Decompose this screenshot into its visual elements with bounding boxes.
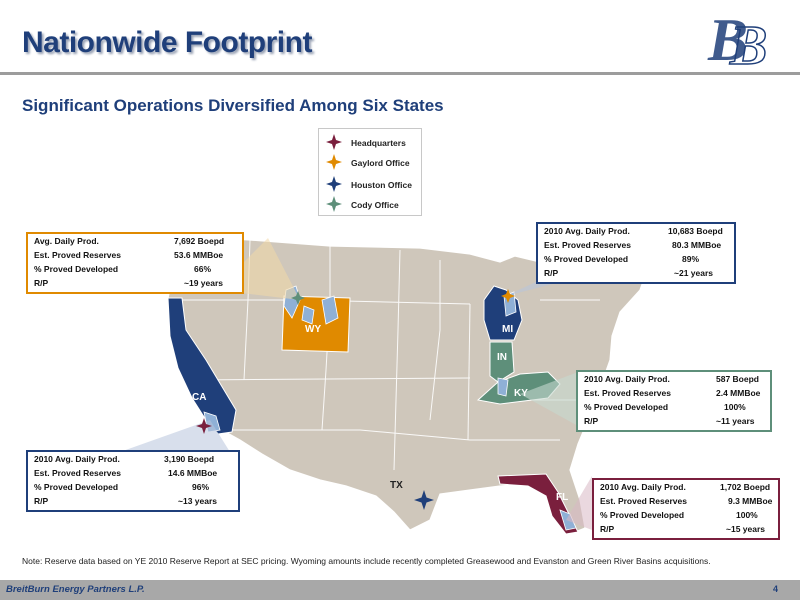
callout-key: R/P bbox=[34, 278, 49, 288]
headquarters-star-icon bbox=[326, 134, 342, 150]
callout-key: % Proved Developed bbox=[544, 254, 629, 264]
callout-key: % Proved Developed bbox=[34, 482, 119, 492]
state-label-wy: WY bbox=[305, 324, 322, 335]
callout-value: 53.6 MMBoe bbox=[174, 250, 224, 260]
callout-key: % Proved Developed bbox=[584, 402, 669, 412]
callout-key: Est. Proved Reserves bbox=[34, 468, 121, 478]
state-in bbox=[489, 341, 515, 383]
callout-value: 3,190 Boepd bbox=[164, 454, 215, 464]
callout-key: % Proved Developed bbox=[600, 510, 685, 520]
page-number: 4 bbox=[772, 584, 778, 594]
callout-wy: Avg. Daily Prod. 7,692 Boepd Est. Proved … bbox=[26, 232, 244, 294]
legend-label: Gaylord Office bbox=[351, 158, 410, 168]
callout-value: 96% bbox=[192, 482, 210, 492]
callout-value: ~13 years bbox=[178, 496, 217, 506]
callout-value: 80.3 MMBoe bbox=[672, 240, 722, 250]
callout-value: 10,683 Boepd bbox=[668, 226, 723, 236]
callout-value: ~15 years bbox=[726, 524, 765, 534]
state-label-tx: TX bbox=[390, 480, 403, 491]
callout-value: ~21 years bbox=[674, 268, 713, 278]
callout-value: 7,692 Boepd bbox=[174, 236, 225, 246]
subtitle: Significant Operations Diversified Among… bbox=[22, 96, 444, 115]
callout-key: Est. Proved Reserves bbox=[600, 496, 687, 506]
callout-value: 1,702 Boepd bbox=[720, 482, 771, 492]
callout-value: ~11 years bbox=[716, 416, 755, 426]
houston-star-icon bbox=[326, 176, 342, 192]
svg-text:B: B bbox=[707, 7, 748, 70]
callout-key: Est. Proved Reserves bbox=[584, 388, 671, 398]
callout-value: 100% bbox=[724, 402, 746, 412]
marker-cody bbox=[291, 291, 305, 305]
cody-star-icon bbox=[326, 196, 342, 212]
company-name: BreitBurn Energy Partners L.P. bbox=[6, 584, 145, 595]
callout-value: 89% bbox=[682, 254, 700, 264]
legend-label: Houston Office bbox=[351, 180, 412, 190]
callout-key: % Proved Developed bbox=[34, 264, 119, 274]
leader-fl bbox=[566, 476, 592, 530]
basin-wy-3 bbox=[301, 305, 315, 325]
gaylord-star-icon bbox=[326, 154, 342, 170]
footer-bar: BreitBurn Energy Partners L.P. 4 bbox=[0, 580, 800, 600]
svg-text:B: B bbox=[729, 15, 767, 70]
marker-gaylord bbox=[501, 289, 515, 303]
callout-value: 100% bbox=[736, 510, 758, 520]
marker-houston bbox=[414, 490, 434, 510]
marker-hq bbox=[196, 418, 212, 434]
legend-label: Headquarters bbox=[351, 138, 406, 148]
callout-key: Est. Proved Reserves bbox=[34, 250, 121, 260]
callout-value: ~19 years bbox=[184, 278, 223, 288]
state-label-mi: MI bbox=[502, 324, 514, 335]
state-label-in: IN bbox=[497, 352, 507, 363]
callout-key: Est. Proved Reserves bbox=[544, 240, 631, 250]
page-title: Nationwide Footprint bbox=[22, 26, 312, 59]
callout-value: 587 Boepd bbox=[716, 374, 759, 384]
logo-icon: B B bbox=[707, 7, 768, 70]
callout-key: Avg. Daily Prod. bbox=[34, 236, 99, 246]
leader-mi bbox=[506, 280, 560, 296]
callout-value: 14.6 MMBoe bbox=[168, 468, 218, 478]
callout-key: 2010 Avg. Daily Prod. bbox=[544, 226, 630, 236]
state-label-ky: KY bbox=[514, 388, 528, 399]
callout-key: R/P bbox=[34, 496, 49, 506]
callout-value: 66% bbox=[194, 264, 212, 274]
footnote: Note: Reserve data based on YE 2010 Rese… bbox=[22, 556, 711, 566]
state-label-fl: FL bbox=[556, 492, 569, 503]
map-legend: Headquarters Gaylord Office Houston Offi… bbox=[318, 128, 422, 216]
callout-value: 9.3 MMBoe bbox=[728, 496, 773, 506]
callout-ky: 2010 Avg. Daily Prod. 587 Boepd Est. Prov… bbox=[576, 370, 772, 432]
callout-key: 2010 Avg. Daily Prod. bbox=[600, 482, 686, 492]
callout-mi: 2010 Avg. Daily Prod. 10,683 Boepd Est. P… bbox=[536, 222, 736, 284]
legend-label: Cody Office bbox=[351, 200, 399, 210]
callout-ca: 2010 Avg. Daily Prod. 3,190 Boepd Est. Pr… bbox=[26, 450, 240, 512]
state-ca bbox=[167, 297, 237, 435]
state-fl bbox=[497, 473, 579, 535]
basin-ky bbox=[497, 377, 509, 397]
header-divider bbox=[0, 72, 800, 75]
basin-wy-2 bbox=[321, 295, 339, 325]
callout-key: R/P bbox=[600, 524, 615, 534]
callout-key: R/P bbox=[544, 268, 559, 278]
state-label-ca: CA bbox=[192, 392, 207, 403]
callout-key: R/P bbox=[584, 416, 599, 426]
callout-key: 2010 Avg. Daily Prod. bbox=[34, 454, 120, 464]
callout-key: 2010 Avg. Daily Prod. bbox=[584, 374, 670, 384]
leader-ky bbox=[520, 372, 578, 426]
callout-fl: 2010 Avg. Daily Prod. 1,702 Boepd Est. Pr… bbox=[592, 478, 780, 540]
callout-value: 2.4 MMBoe bbox=[716, 388, 761, 398]
